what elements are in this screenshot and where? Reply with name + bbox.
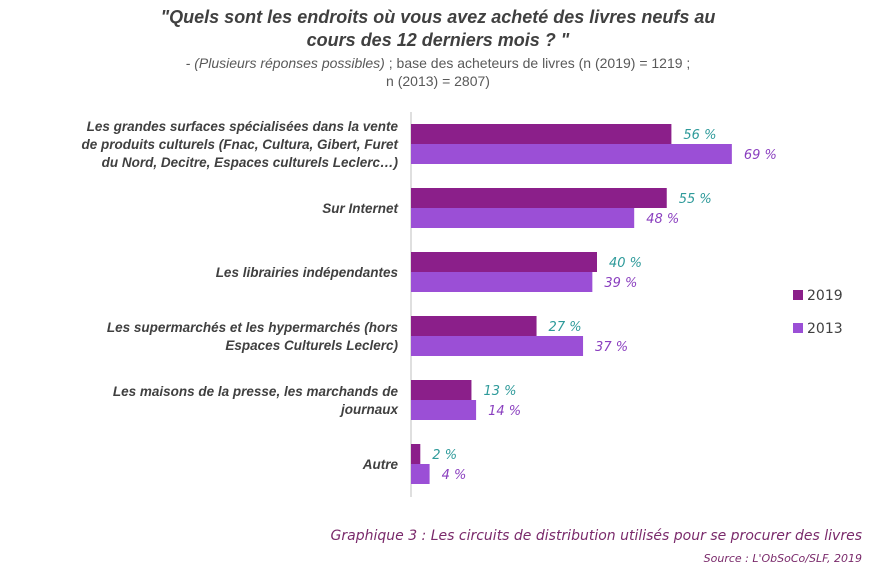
figure-caption: Graphique 3 : Les circuits de distributi…	[330, 528, 862, 544]
category-label: Les supermarchés et les hypermarchés (ho…	[107, 320, 399, 335]
bar-2019	[411, 316, 537, 336]
category-label: Les maisons de la presse, les marchands …	[113, 384, 399, 399]
bar-2019	[411, 380, 472, 400]
chart-subtitle-line-1: - (Plusieurs réponses possibles) ; base …	[0, 54, 876, 72]
data-label-2019: 2 %	[432, 448, 457, 463]
data-label-2019: 40 %	[609, 256, 642, 271]
bar-2019	[411, 252, 597, 272]
bar-2013	[411, 208, 635, 228]
data-label-2013: 14 %	[488, 404, 521, 419]
data-label-2019: 55 %	[679, 192, 712, 207]
category-label: Les grandes surfaces spécialisées dans l…	[87, 119, 399, 134]
bar-2019	[411, 188, 667, 208]
legend-label-2013: 2013	[807, 321, 843, 337]
chart-subtitle-note: - (Plusieurs réponses possibles)	[185, 55, 385, 71]
legend-swatch-2019	[793, 290, 803, 300]
bar-2013	[411, 336, 584, 356]
category-label: Autre	[362, 457, 399, 472]
chart-title: "Quels sont les endroits où vous avez ac…	[0, 6, 876, 52]
data-label-2013: 37 %	[595, 340, 628, 355]
data-label-2013: 48 %	[646, 212, 679, 227]
chart-title-line-2: cours des 12 derniers mois ? "	[306, 30, 570, 50]
figure-source: Source : L'ObSoCo/SLF, 2019	[703, 552, 862, 565]
category-label: du Nord, Decitre, Espaces culturels Lecl…	[102, 155, 399, 170]
chart-title-line-1: "Quels sont les endroits où vous avez ac…	[160, 7, 716, 27]
legend-swatch-2013	[793, 323, 803, 333]
category-label: Sur Internet	[322, 201, 398, 216]
data-label-2019: 27 %	[549, 320, 582, 335]
data-label-2019: 13 %	[483, 384, 516, 399]
chart-subtitle-line-2: n (2013) = 2807)	[386, 73, 490, 89]
data-label-2013: 39 %	[604, 276, 637, 291]
bar-2013	[411, 464, 430, 484]
bar-chart: Les grandes surfaces spécialisées dans l…	[81, 112, 843, 497]
data-label-2013: 69 %	[744, 148, 777, 163]
category-label: Les librairies indépendantes	[216, 265, 399, 280]
chart-subtitle-base: ; base des acheteurs de livres (n (2019)…	[384, 55, 691, 71]
chart-subtitle: - (Plusieurs réponses possibles) ; base …	[0, 54, 876, 90]
data-label-2019: 56 %	[683, 128, 716, 143]
category-label: Espaces Culturels Leclerc)	[225, 338, 398, 353]
data-label-2013: 4 %	[442, 468, 467, 483]
bar-2013	[411, 272, 593, 292]
bar-2013	[411, 144, 732, 164]
category-label: journaux	[339, 402, 398, 417]
bar-2019	[411, 444, 421, 464]
category-label: de produits culturels (Fnac, Cultura, Gi…	[81, 137, 398, 152]
bar-2013	[411, 400, 477, 420]
bar-2019	[411, 124, 672, 144]
legend-label-2019: 2019	[807, 288, 843, 304]
